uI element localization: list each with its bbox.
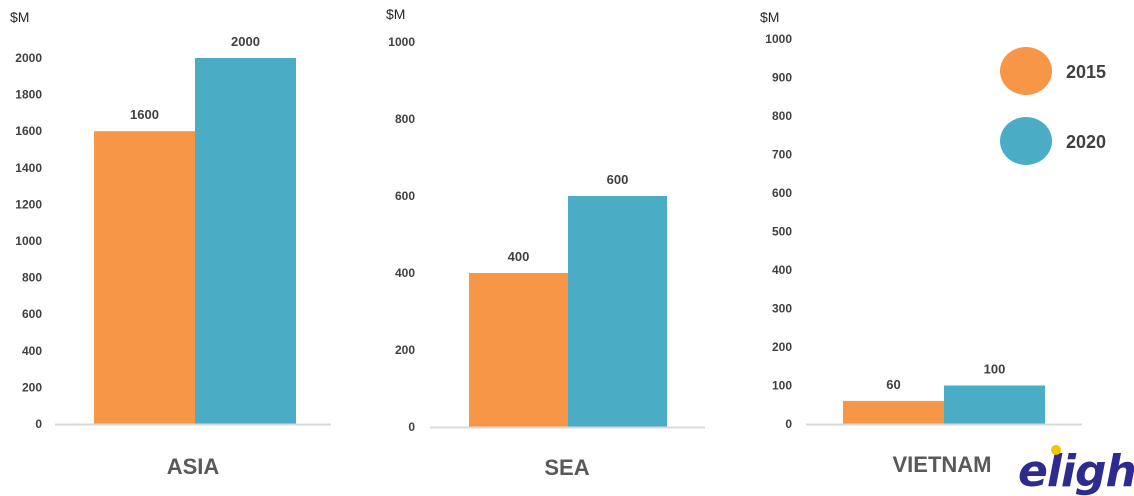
y-tick-label: 2000	[15, 51, 42, 65]
y-tick-label: 1000	[765, 32, 792, 46]
data-label-2020: 600	[607, 172, 629, 187]
y-tick-label: 900	[772, 71, 792, 85]
y-tick-label: 0	[35, 417, 42, 431]
y-tick-label: 1400	[15, 161, 42, 175]
data-label-2020: 100	[984, 362, 1006, 377]
y-tick-label: 1000	[15, 234, 42, 248]
y-tick-label: 300	[772, 302, 792, 316]
legend: 2015 2020	[1000, 47, 1106, 165]
bar-2015	[469, 273, 568, 427]
bar-2020	[568, 196, 667, 427]
y-tick-label: 1200	[15, 197, 42, 211]
y-tick-label: 0	[785, 417, 792, 431]
y-tick-label: 400	[22, 344, 42, 358]
logo-dot-icon	[1051, 445, 1061, 455]
legend-label-2015: 2015	[1066, 62, 1106, 82]
y-tick-label: 800	[22, 271, 42, 285]
chart-panel-sea: $M 0 200 400 600 800 1000 400 600 SEA	[386, 6, 705, 480]
data-label-2015: 400	[508, 249, 530, 264]
y-tick-label: 1600	[15, 124, 42, 138]
y-tick-label: 800	[772, 109, 792, 123]
bar-2020	[944, 385, 1045, 424]
data-label-2020: 2000	[231, 34, 260, 49]
chart-panel-asia: $M 0 200 400 600 800 1000 1200 1400 1600 1800 2000 1…	[10, 9, 331, 479]
y-tick-label: 1000	[388, 35, 415, 49]
logo-text: elight	[1018, 446, 1134, 496]
legend-marker-2020	[1000, 117, 1052, 165]
data-label-2015: 1600	[130, 107, 159, 122]
y-tick-label: 100	[772, 379, 792, 393]
category-label: SEA	[544, 455, 589, 480]
y-tick-label: 200	[22, 380, 42, 394]
y-tick-label: 600	[772, 186, 792, 200]
elight-logo: elight	[1018, 445, 1134, 496]
y-tick-label: 0	[408, 420, 415, 434]
y-tick-label: 400	[772, 263, 792, 277]
y-unit-label: $M	[760, 9, 779, 25]
y-tick-label: 700	[772, 148, 792, 162]
y-tick-label: 500	[772, 225, 792, 239]
y-tick-label: 200	[395, 343, 415, 357]
y-tick-label: 800	[395, 112, 415, 126]
legend-label-2020: 2020	[1066, 132, 1106, 152]
y-tick-label: 600	[22, 307, 42, 321]
y-tick-label: 400	[395, 266, 415, 280]
chart-panel-vietnam: $M 0 100 200 300 400 500 600 700 800 900 1000 60 100 V…	[760, 9, 1082, 477]
data-label-2015: 60	[886, 377, 900, 392]
category-label: ASIA	[167, 454, 220, 479]
bar-2020	[195, 58, 296, 424]
y-unit-label: $M	[386, 6, 405, 22]
y-unit-label: $M	[10, 9, 29, 25]
y-tick-label: 200	[772, 340, 792, 354]
y-tick-label: 1800	[15, 88, 42, 102]
category-label: VIETNAM	[893, 452, 992, 477]
legend-marker-2015	[1000, 47, 1052, 95]
bar-2015	[843, 400, 944, 424]
bar-2015	[94, 131, 195, 424]
y-tick-label: 600	[395, 189, 415, 203]
